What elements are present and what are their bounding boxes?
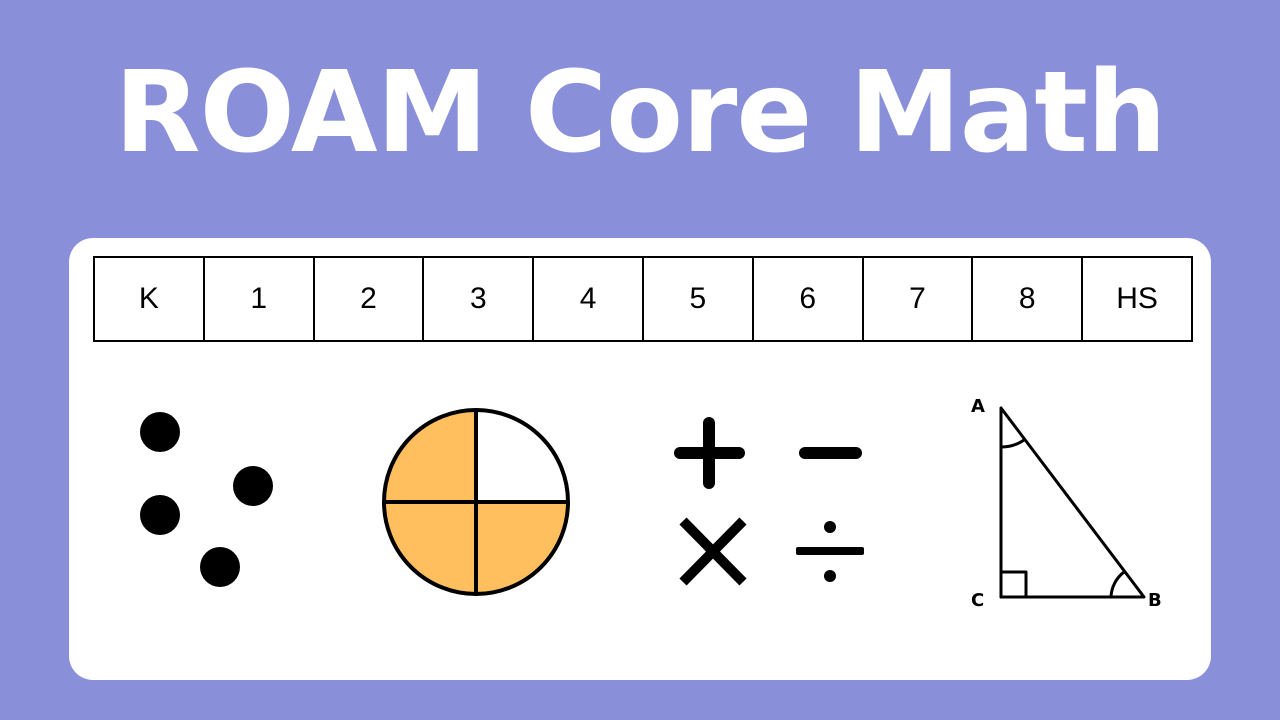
vertex-label-a: A	[971, 396, 985, 417]
content-card	[69, 238, 1211, 680]
grade-cell-hs[interactable]: HS	[1081, 258, 1191, 340]
vertex-label-b: B	[1148, 590, 1162, 611]
grade-cell-5[interactable]: 5	[641, 258, 752, 340]
grade-level-bar: K 1 2 3 4 5 6 7 8 HS	[93, 256, 1193, 342]
triangle-vertex-labels: A B C	[971, 396, 1162, 611]
grade-cell-6[interactable]: 6	[751, 258, 862, 340]
counting-dots-icon	[140, 412, 273, 587]
plus-icon	[674, 417, 745, 489]
grade-cell-k[interactable]: K	[138, 282, 159, 315]
page-title: ROAM Core Math	[114, 48, 1166, 178]
grade-cell-1[interactable]: 1	[202, 258, 313, 340]
vertex-label-c: C	[971, 590, 984, 611]
grade-cell-7[interactable]: 7	[861, 258, 972, 340]
grade-cell-2[interactable]: 2	[312, 258, 423, 340]
grade-cell-3[interactable]: 3	[422, 258, 532, 340]
right-triangle-icon	[999, 406, 1146, 599]
divide-icon	[796, 521, 864, 582]
grade-cell-4[interactable]: 4	[532, 258, 642, 340]
times-icon	[679, 517, 747, 586]
grade-cell-8[interactable]: 8	[971, 258, 1081, 340]
three-quarters-circle-icon	[382, 408, 570, 596]
